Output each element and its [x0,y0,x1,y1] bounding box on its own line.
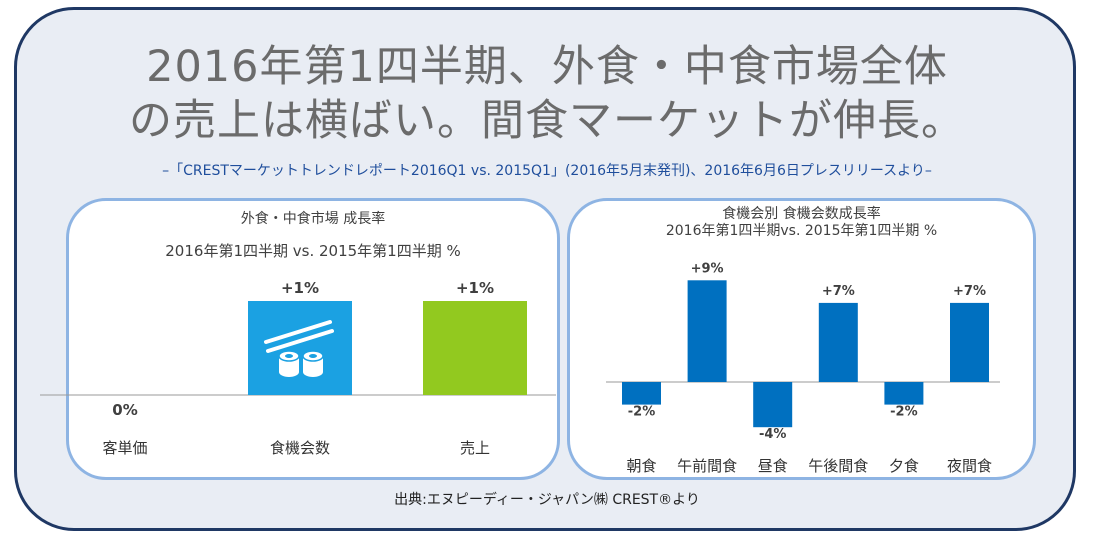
value-label-0: 0% [112,401,137,419]
occasion-value-4: -2% [890,405,917,420]
occasion-label-4: 夕食 [889,457,919,475]
occasion-bar-0 [622,382,661,405]
right-chart-title: 食機会別 食機会数成長率 [722,206,881,222]
occasion-label-0: 朝食 [626,457,656,475]
right-chart-subtitle: 2016年第1四半期vs. 2015年第1四半期 % [665,223,938,239]
bar-2 [423,301,527,395]
occasion-value-2: -4% [759,427,786,442]
bar-1 [248,301,352,395]
occasion-value-1: +9% [691,261,724,276]
occasion-bar-1 [687,280,727,382]
occasion-label-5: 夜間食 [947,457,992,475]
source-footnote: 出典:エヌピーディー・ジャパン㈱ CREST®より [394,492,700,508]
occasion-bar-3 [818,302,858,382]
left-chart-subtitle: 2016年第1四半期 vs. 2015年第1四半期 % [165,242,461,260]
category-label-1: 食機会数 [270,439,330,457]
value-label-2: +1% [456,279,494,297]
category-label-2: 売上 [460,439,490,457]
report-subtitle: –「CRESTマーケットトレンドレポート2016Q1 vs. 2015Q1」(2… [162,163,932,179]
headline-line-1: 2016年第1四半期、外食・中食市場全体 [146,42,948,92]
occasion-label-1: 午前間食 [677,457,737,475]
occasion-label-3: 午後間食 [808,457,868,475]
occasion-value-0: -2% [628,405,655,420]
occasion-bar-5 [950,302,989,382]
sushi-chopsticks-icon [264,320,334,377]
occasion-label-2: 昼食 [758,457,788,475]
left-chart-title: 外食・中食市場 成長率 [240,211,386,227]
occasion-bar-4 [884,382,924,405]
occasion-bar-2 [753,382,793,428]
value-label-1: +1% [281,279,319,297]
occasion-value-3: +7% [822,284,855,299]
headline-line-2: の売上は横ばい。間食マーケットが伸長。 [129,96,965,146]
occasion-value-5: +7% [953,284,986,299]
category-label-0: 客単価 [102,439,147,457]
